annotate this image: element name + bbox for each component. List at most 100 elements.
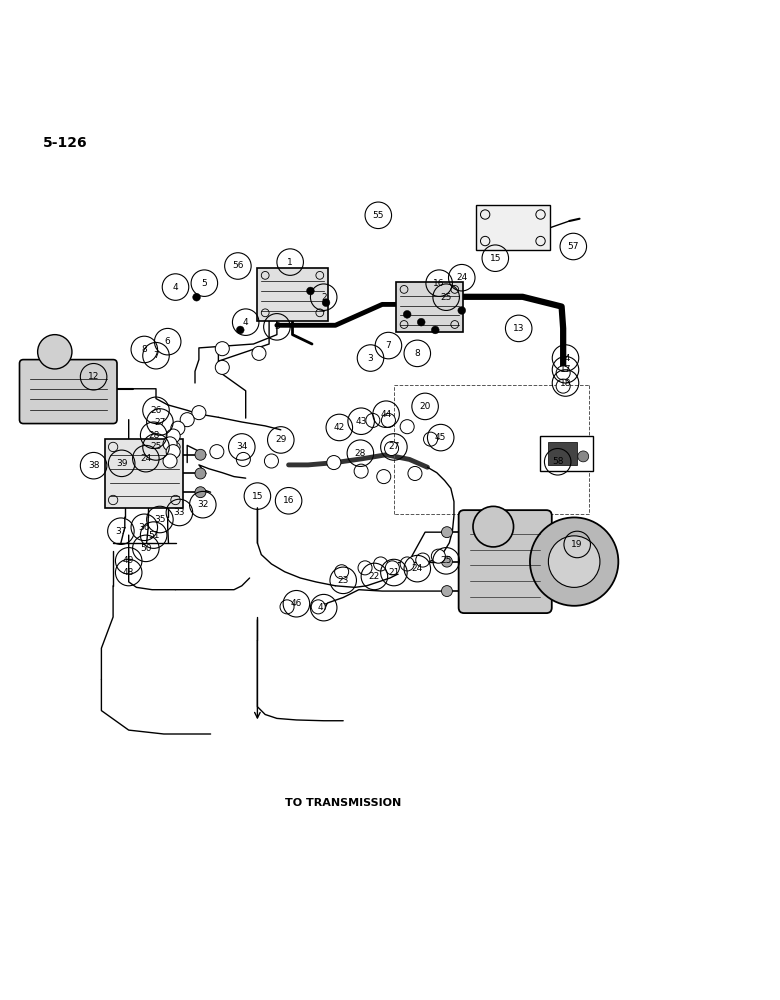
Circle shape xyxy=(252,346,266,360)
Circle shape xyxy=(327,456,341,470)
Circle shape xyxy=(236,326,244,334)
Circle shape xyxy=(366,413,380,427)
Text: 22: 22 xyxy=(369,572,380,581)
Text: 2: 2 xyxy=(321,293,327,302)
Text: 8: 8 xyxy=(141,345,147,354)
Circle shape xyxy=(215,342,229,356)
Circle shape xyxy=(163,437,177,451)
Circle shape xyxy=(195,487,206,498)
Text: 50: 50 xyxy=(140,544,151,553)
Text: 17: 17 xyxy=(560,365,571,374)
Text: 15: 15 xyxy=(252,492,263,501)
Text: 35: 35 xyxy=(154,515,165,524)
Circle shape xyxy=(578,451,589,462)
Text: 55: 55 xyxy=(373,211,384,220)
Text: 4: 4 xyxy=(243,318,249,327)
Text: 37: 37 xyxy=(115,527,126,536)
Circle shape xyxy=(556,366,570,380)
Text: 19: 19 xyxy=(572,540,583,549)
Circle shape xyxy=(264,454,278,468)
Circle shape xyxy=(163,454,177,468)
Text: 36: 36 xyxy=(139,523,150,532)
Circle shape xyxy=(374,557,388,571)
Text: 24: 24 xyxy=(412,564,423,573)
Circle shape xyxy=(215,360,229,374)
Circle shape xyxy=(385,442,399,456)
Circle shape xyxy=(530,517,619,606)
Circle shape xyxy=(171,421,185,435)
Circle shape xyxy=(335,565,349,579)
Text: 38: 38 xyxy=(88,461,99,470)
Circle shape xyxy=(416,553,430,567)
Bar xyxy=(396,282,463,332)
Text: 3: 3 xyxy=(367,354,374,363)
Text: 51: 51 xyxy=(148,531,159,540)
Text: 45: 45 xyxy=(435,433,446,442)
Circle shape xyxy=(441,586,452,597)
Circle shape xyxy=(166,445,180,459)
Text: 13: 13 xyxy=(513,324,524,333)
Text: 12: 12 xyxy=(88,372,99,381)
Text: 44: 44 xyxy=(381,410,392,419)
Circle shape xyxy=(307,287,314,295)
Circle shape xyxy=(236,452,250,466)
Text: 24: 24 xyxy=(140,454,151,463)
Bar xyxy=(548,442,576,465)
Text: 27: 27 xyxy=(388,442,399,451)
Text: 48: 48 xyxy=(123,568,134,577)
Text: 6: 6 xyxy=(165,337,171,346)
Text: 7: 7 xyxy=(153,351,159,360)
Circle shape xyxy=(441,556,452,567)
Circle shape xyxy=(210,445,224,459)
Text: 27: 27 xyxy=(154,418,165,427)
Text: 25: 25 xyxy=(441,556,452,565)
Text: 47: 47 xyxy=(318,603,329,612)
Text: 26: 26 xyxy=(151,406,161,415)
Bar xyxy=(540,436,593,471)
Circle shape xyxy=(354,464,368,478)
Circle shape xyxy=(192,406,206,420)
Circle shape xyxy=(195,449,206,460)
Text: 5: 5 xyxy=(201,279,207,288)
Text: 18: 18 xyxy=(560,378,571,387)
Text: 28: 28 xyxy=(148,431,159,440)
FancyBboxPatch shape xyxy=(20,360,117,424)
Circle shape xyxy=(556,379,570,393)
Text: 16: 16 xyxy=(434,279,445,288)
Text: 49: 49 xyxy=(123,556,134,565)
Circle shape xyxy=(385,561,399,575)
Text: 8: 8 xyxy=(414,349,420,358)
Text: 43: 43 xyxy=(356,417,367,426)
Circle shape xyxy=(431,549,445,563)
Circle shape xyxy=(548,536,600,587)
Circle shape xyxy=(37,335,72,369)
Text: 23: 23 xyxy=(338,576,349,585)
Text: 4: 4 xyxy=(172,283,179,292)
Circle shape xyxy=(403,310,411,318)
Circle shape xyxy=(408,466,422,481)
Circle shape xyxy=(358,561,372,575)
Circle shape xyxy=(180,413,194,427)
Circle shape xyxy=(195,468,206,479)
Text: 5-126: 5-126 xyxy=(43,136,87,150)
Circle shape xyxy=(381,413,395,427)
Circle shape xyxy=(377,470,391,484)
Bar xyxy=(476,205,550,250)
Text: 25: 25 xyxy=(151,442,161,451)
Text: 33: 33 xyxy=(174,508,185,517)
Circle shape xyxy=(166,429,180,443)
Text: 14: 14 xyxy=(560,354,571,363)
Circle shape xyxy=(473,506,513,547)
Text: 32: 32 xyxy=(197,500,208,509)
Bar xyxy=(257,268,328,321)
Text: 7: 7 xyxy=(385,341,392,350)
Circle shape xyxy=(424,432,438,446)
Circle shape xyxy=(400,420,414,434)
FancyBboxPatch shape xyxy=(459,510,551,613)
Text: 16: 16 xyxy=(283,496,294,505)
Circle shape xyxy=(280,600,294,614)
Text: 57: 57 xyxy=(568,242,579,251)
Text: 28: 28 xyxy=(355,449,366,458)
Circle shape xyxy=(322,299,330,307)
Text: 46: 46 xyxy=(291,599,302,608)
